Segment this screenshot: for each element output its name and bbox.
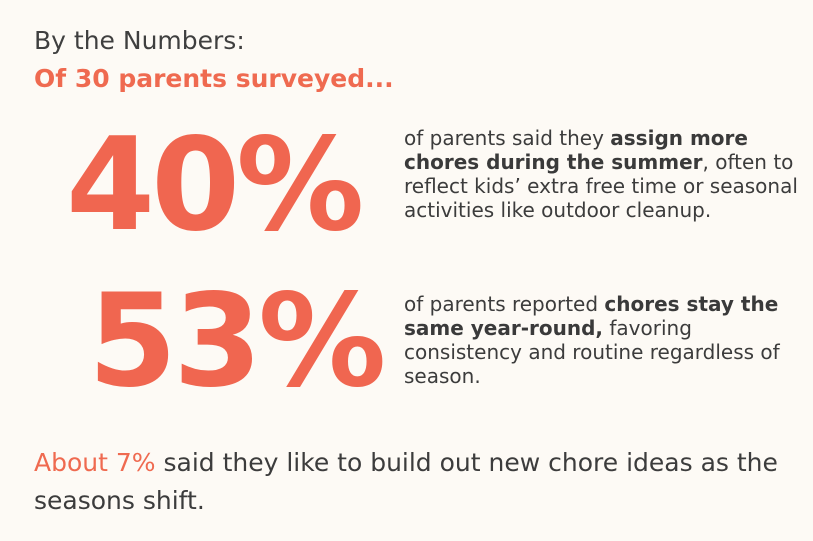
stat-description-same-year-round: of parents reported chores stay the same…	[404, 292, 804, 388]
page-title: By the Numbers:	[34, 26, 245, 55]
footer-note: About 7% said they like to build out new…	[34, 444, 794, 520]
stat-value-assign-more: 40%	[66, 111, 364, 260]
stat-description-assign-more: of parents said they assign more chores …	[404, 126, 804, 222]
stat-description-emphasis: chores stay the same year-round,	[404, 292, 779, 340]
stat-value-same-year-round: 53%	[88, 267, 386, 416]
stat-description-text: , often to reflect kids’ extra free time…	[404, 150, 798, 222]
page-subtitle: Of 30 parents surveyed...	[34, 64, 394, 93]
footer-text: said they like to build out new chore id…	[34, 448, 778, 515]
stat-description-text: of parents reported	[404, 292, 605, 316]
footer-highlight: About 7%	[34, 448, 156, 477]
stat-description-text: favoring consistency and routine regardl…	[404, 316, 780, 388]
stat-description-emphasis: assign more chores during the summer	[404, 126, 748, 174]
stat-description-text: of parents said they	[404, 126, 611, 150]
